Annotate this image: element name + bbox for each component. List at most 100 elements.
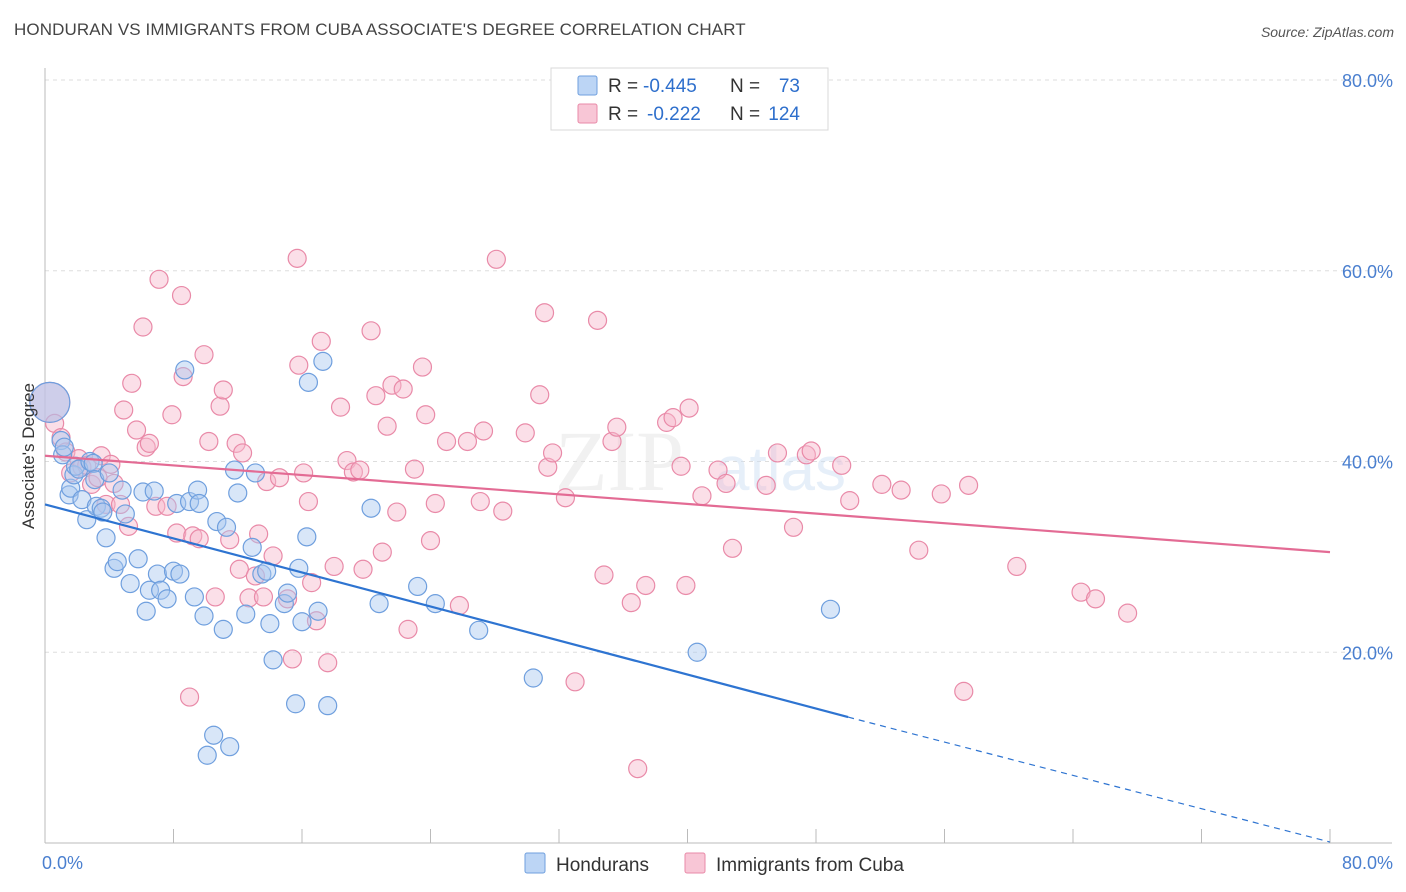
data-point xyxy=(289,355,309,375)
data-point xyxy=(292,612,312,632)
top-legend: R = -0.445 N = 73 R = -0.222 N = 124 xyxy=(550,67,829,131)
data-point xyxy=(628,759,648,779)
data-point xyxy=(197,745,217,765)
data-point xyxy=(515,423,535,443)
data-point xyxy=(337,450,357,471)
data-point xyxy=(311,331,331,351)
legend-r-label-pink: R = xyxy=(608,104,638,125)
bottom-legend-swatch-hondurans xyxy=(524,852,546,874)
data-point xyxy=(361,321,381,341)
data-point xyxy=(128,549,148,569)
chart-title: HONDURAN VS IMMIGRANTS FROM CUBA ASSOCIA… xyxy=(14,20,746,39)
immigrants-from-cuba-points xyxy=(29,248,1138,779)
data-point xyxy=(486,249,506,269)
data-point xyxy=(607,417,627,437)
data-point xyxy=(436,431,457,452)
data-point xyxy=(220,737,240,757)
data-point xyxy=(53,445,73,465)
data-point xyxy=(83,453,103,474)
axes xyxy=(44,68,1392,844)
data-point xyxy=(59,485,79,505)
data-point xyxy=(285,694,306,714)
data-point xyxy=(404,459,425,479)
data-point xyxy=(205,587,225,607)
y-tick-label: 40.0% xyxy=(1342,453,1393,473)
data-point xyxy=(416,405,436,425)
data-point xyxy=(263,650,283,670)
x-tick-label: 0.0% xyxy=(42,853,83,873)
data-point xyxy=(289,558,309,578)
data-point xyxy=(216,517,237,537)
data-point xyxy=(189,493,209,514)
data-point xyxy=(324,556,344,577)
legend-r-label-blue: R = xyxy=(608,76,638,97)
legend-n-value-blue: 73 xyxy=(779,76,800,97)
data-point xyxy=(213,380,233,400)
bottom-legend: Hondurans Immigrants from Cuba xyxy=(524,852,904,876)
data-point xyxy=(146,496,166,516)
data-point xyxy=(232,443,253,463)
data-point xyxy=(302,573,322,593)
data-point xyxy=(228,483,248,503)
data-point xyxy=(361,498,381,518)
data-point xyxy=(210,396,230,416)
watermark-atlas: atlas xyxy=(715,435,846,504)
data-point xyxy=(194,606,214,626)
data-point xyxy=(96,528,116,548)
data-point xyxy=(179,491,200,512)
data-point xyxy=(891,480,911,500)
data-point xyxy=(457,431,478,452)
legend-n-value-pink: 124 xyxy=(768,104,800,125)
trend-lines xyxy=(44,454,1331,843)
data-point xyxy=(538,457,558,477)
data-point xyxy=(229,559,249,579)
legend-swatch-pink xyxy=(577,103,598,124)
data-point xyxy=(133,317,153,337)
data-point xyxy=(157,589,177,609)
data-point xyxy=(99,463,119,483)
watermark-zip: ZIP xyxy=(555,413,684,509)
data-point xyxy=(555,488,576,508)
bottom-legend-swatch-cuba xyxy=(684,852,706,874)
hondurans-trend-extension xyxy=(847,716,1331,843)
data-point xyxy=(530,385,550,405)
legend-r-value-blue: -0.445 xyxy=(643,76,697,97)
legend-r-value-pink: -0.222 xyxy=(647,104,701,125)
data-point xyxy=(542,443,563,463)
data-point xyxy=(909,540,929,560)
y-tick-label: 20.0% xyxy=(1342,643,1393,663)
data-point xyxy=(274,594,294,614)
data-point xyxy=(692,486,712,506)
data-point xyxy=(408,576,428,597)
data-point xyxy=(179,687,200,707)
data-point xyxy=(199,431,219,452)
data-point xyxy=(687,642,707,662)
data-point xyxy=(756,475,776,495)
data-point xyxy=(954,681,974,701)
data-point xyxy=(287,248,307,268)
data-point xyxy=(1007,556,1027,577)
data-point xyxy=(523,668,543,688)
data-point xyxy=(207,511,227,532)
data-point xyxy=(716,473,736,494)
data-point xyxy=(470,491,490,512)
data-point xyxy=(594,565,614,585)
source-label: Source: ZipAtlas.com xyxy=(1260,24,1394,40)
data-point xyxy=(239,588,259,608)
data-point xyxy=(832,455,852,475)
data-point xyxy=(107,552,127,572)
data-point xyxy=(220,530,240,550)
bottom-legend-hondurans: Hondurans xyxy=(556,855,649,876)
data-point xyxy=(369,594,389,614)
data-point xyxy=(366,386,386,406)
data-point xyxy=(663,408,683,428)
data-point xyxy=(175,360,195,380)
data-point xyxy=(398,619,418,639)
tick-labels: 20.0% 40.0% 60.0% 80.0% 0.0% 80.0% xyxy=(42,71,1393,873)
data-point xyxy=(306,611,327,631)
data-point xyxy=(425,493,445,514)
data-point xyxy=(242,537,262,557)
data-point xyxy=(120,573,140,594)
data-point xyxy=(104,473,124,494)
